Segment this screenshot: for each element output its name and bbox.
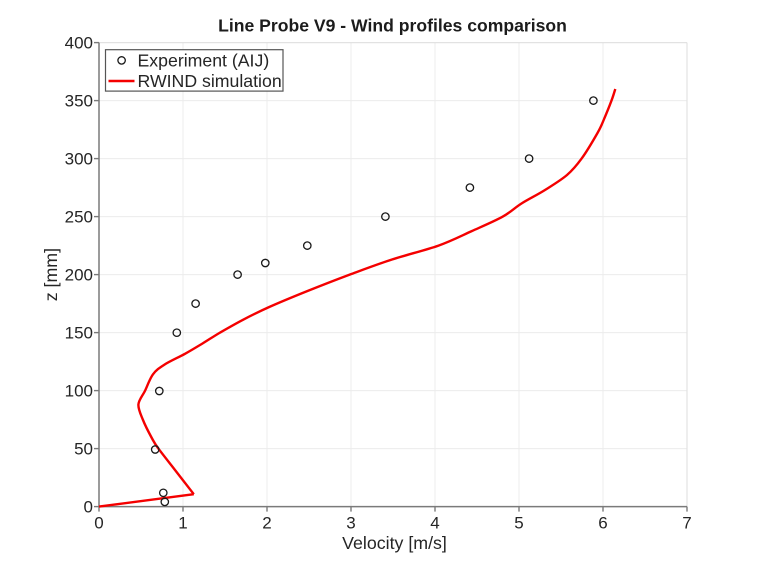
svg-text:100: 100 bbox=[65, 382, 93, 401]
svg-text:350: 350 bbox=[65, 92, 93, 111]
svg-text:Velocity [m/s]: Velocity [m/s] bbox=[342, 533, 447, 553]
svg-text:z [mm]: z [mm] bbox=[41, 248, 61, 301]
svg-text:250: 250 bbox=[65, 208, 93, 227]
svg-text:1: 1 bbox=[178, 514, 187, 533]
svg-text:Experiment (AIJ): Experiment (AIJ) bbox=[138, 51, 270, 71]
svg-text:300: 300 bbox=[65, 150, 93, 169]
svg-text:3: 3 bbox=[346, 514, 355, 533]
svg-text:Line Probe V9 - Wind profiles: Line Probe V9 - Wind profiles comparison bbox=[218, 16, 567, 36]
svg-text:2: 2 bbox=[262, 514, 271, 533]
svg-text:7: 7 bbox=[682, 514, 691, 533]
svg-text:150: 150 bbox=[65, 324, 93, 343]
svg-text:6: 6 bbox=[598, 514, 607, 533]
svg-text:5: 5 bbox=[514, 514, 523, 533]
svg-text:200: 200 bbox=[65, 266, 93, 285]
svg-text:400: 400 bbox=[65, 34, 93, 53]
svg-text:0: 0 bbox=[94, 514, 103, 533]
svg-text:0: 0 bbox=[84, 498, 93, 517]
svg-text:RWIND simulation: RWIND simulation bbox=[138, 71, 282, 91]
svg-text:50: 50 bbox=[74, 440, 93, 459]
svg-text:4: 4 bbox=[430, 514, 439, 533]
